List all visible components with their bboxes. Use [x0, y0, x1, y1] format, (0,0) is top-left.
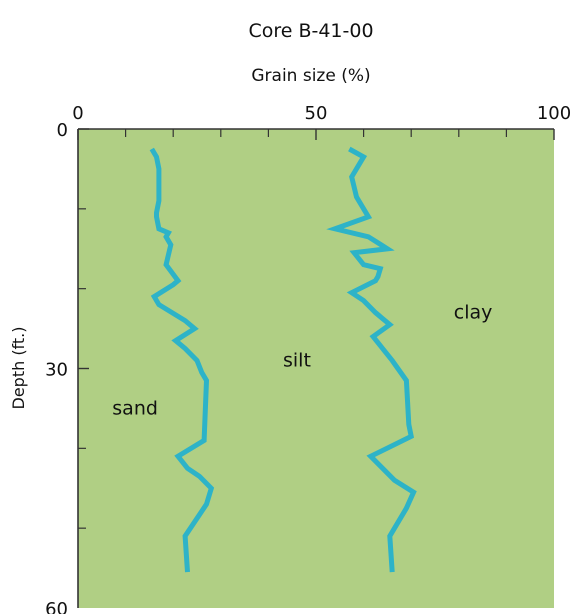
- silt-clay-boundary-line: [326, 146, 417, 573]
- x-tick-label-50: 50: [305, 103, 328, 124]
- x-tick-label-0: 0: [72, 103, 83, 124]
- region-label-clay: clay: [454, 302, 493, 324]
- y-tick-label-0: 0: [57, 120, 68, 141]
- y-axis-label: Depth (ft.): [9, 326, 28, 409]
- region-label-sand: sand: [112, 397, 158, 419]
- x-axis-label: Grain size (%): [251, 66, 370, 86]
- axis-ticks: [77, 128, 555, 529]
- y-tick-label-30: 30: [45, 360, 68, 381]
- plot-area: [78, 129, 554, 608]
- axis-tick-labels: 0 50 100 0 30 60: [45, 103, 571, 614]
- y-tick-label-60: 60: [45, 599, 68, 614]
- series-lines: [149, 146, 417, 573]
- region-labels: sand silt clay: [112, 302, 492, 420]
- sand-silt-boundary-line: [149, 147, 215, 573]
- region-label-silt: silt: [283, 350, 311, 372]
- x-tick-label-100: 100: [537, 103, 571, 124]
- chart-title: Core B-41-00: [248, 20, 373, 42]
